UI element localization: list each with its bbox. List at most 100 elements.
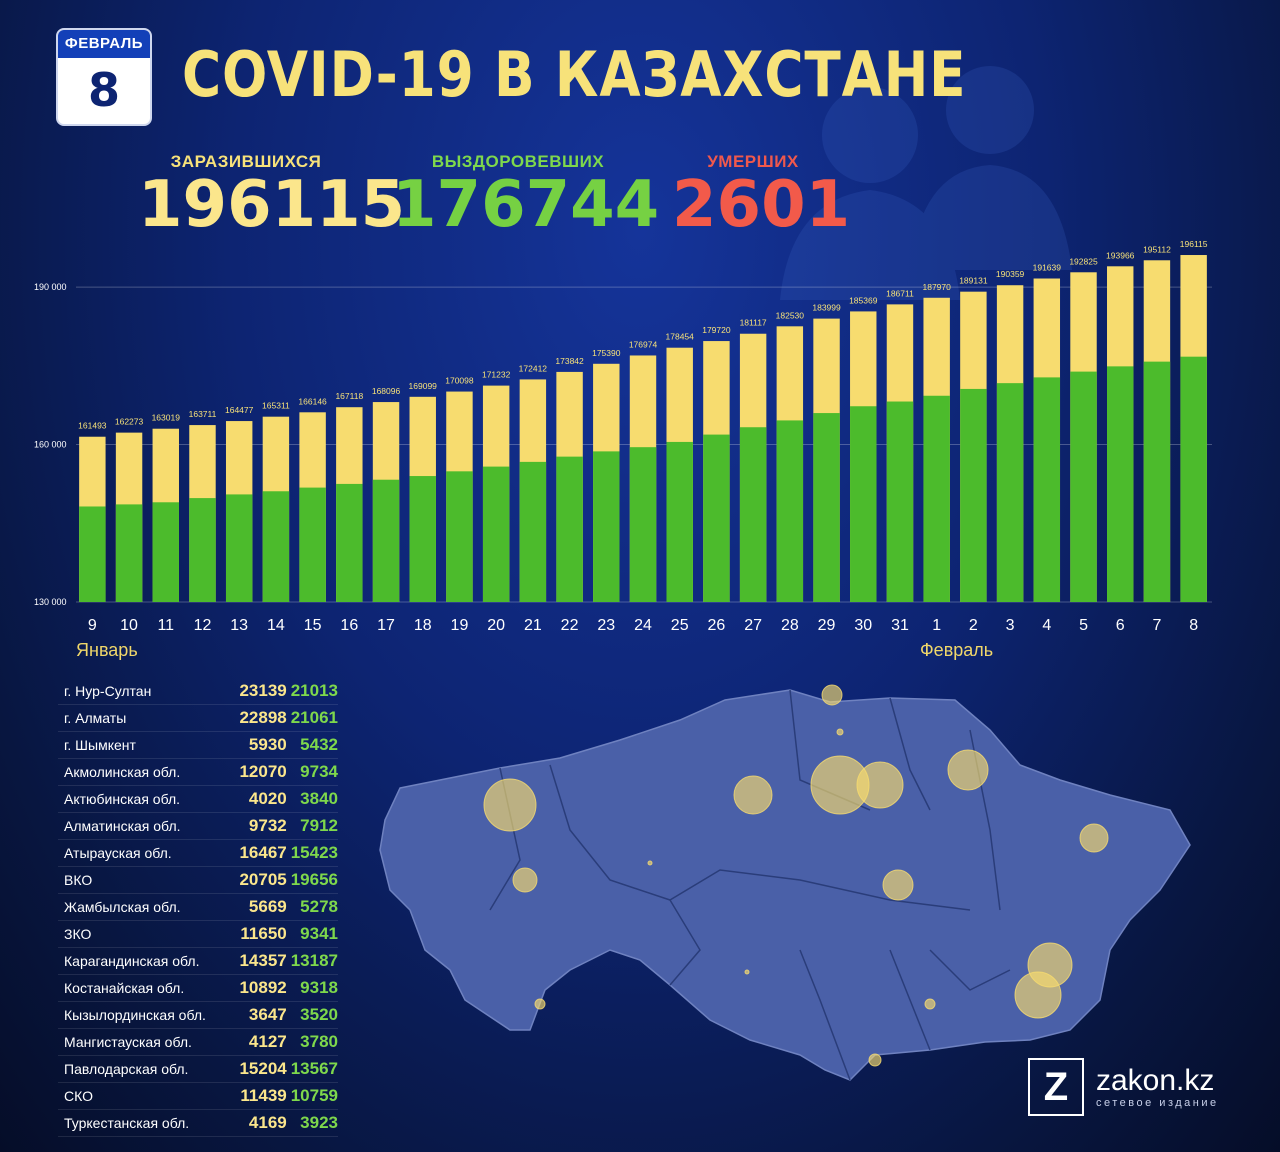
region-name: Актюбинская обл.	[64, 791, 181, 807]
table-row: Мангистауская обл. 4127 3780	[58, 1029, 338, 1056]
region-infected: 11650	[240, 924, 287, 943]
x-tick-label: 24	[634, 617, 652, 634]
bar-recovered	[1143, 361, 1171, 602]
bar-recovered	[189, 498, 216, 602]
region-infected: 5930	[248, 735, 287, 754]
table-row: ВКО 20705 19656	[58, 867, 338, 894]
region-recovered: 9318	[300, 978, 338, 997]
data-label: 195112	[1143, 244, 1171, 254]
bar-recovered	[776, 420, 804, 602]
region-recovered: 10759	[290, 1086, 338, 1105]
x-tick-label: 1	[932, 617, 941, 634]
x-tick-label: 28	[781, 617, 799, 634]
y-tick-label: 130 000	[34, 597, 67, 607]
bar-recovered	[409, 476, 436, 602]
region-table: г. Нур-Султан 23139 21013 г. Алматы 22898 210…	[58, 678, 338, 1137]
bar-recovered	[1033, 377, 1061, 602]
x-tick-label: 8	[1189, 617, 1198, 634]
bubble-turkestan	[868, 1053, 882, 1067]
data-label: 192825	[1069, 256, 1098, 266]
dead-label: УМЕРШИХ	[707, 152, 799, 171]
bubble-vko	[1079, 823, 1109, 853]
x-tick-label: 29	[818, 617, 836, 634]
region-infected: 4127	[248, 1032, 287, 1051]
x-tick-label: 5	[1079, 617, 1088, 634]
region-recovered: 21013	[290, 681, 338, 700]
bubble-atyrau	[647, 860, 653, 866]
person-silhouette-icon	[780, 66, 1072, 300]
table-row: Кызылординская обл. 3647 3520	[58, 1002, 338, 1029]
region-name: ВКО	[64, 872, 93, 888]
table-row: Павлодарская обл. 15204 13567	[58, 1056, 338, 1083]
x-tick-label: 22	[561, 617, 579, 634]
x-tick-label: 18	[414, 617, 432, 634]
region-name: Туркестанская обл.	[64, 1115, 190, 1131]
data-label: 166146	[298, 396, 327, 406]
region-infected: 4020	[248, 789, 287, 808]
region-recovered: 5278	[300, 897, 338, 916]
calendar-month: ФЕВРАЛЬ	[58, 30, 150, 58]
region-name: Кызылординская обл.	[64, 1007, 206, 1023]
table-row: Костанайская обл. 10892 9318	[58, 975, 338, 1002]
data-label: 164477	[225, 405, 254, 415]
bubble-kyzylorda	[744, 969, 750, 975]
table-row: Актюбинская обл. 4020 3840	[58, 786, 338, 813]
month-label-january: Январь	[76, 640, 138, 660]
bubble-small	[836, 728, 844, 736]
brand-logo: Z zakon.kz сетевое издание	[1028, 1058, 1219, 1116]
bar-recovered	[1070, 371, 1097, 602]
data-label: 173842	[555, 356, 584, 366]
bar-recovered	[482, 466, 510, 602]
region-name: г. Алматы	[64, 710, 127, 726]
data-label: 178454	[666, 332, 695, 342]
data-label: 163711	[189, 409, 217, 419]
x-tick-label: 9	[88, 617, 97, 634]
map-case-bubbles	[483, 684, 1109, 1067]
region-name: Акмолинская обл.	[64, 764, 181, 780]
data-label: 172412	[519, 363, 548, 373]
bar-recovered	[225, 494, 253, 602]
bar-recovered	[79, 506, 106, 602]
region-infected: 3647	[248, 1005, 287, 1024]
table-row: Алматинская обл. 9732 7912	[58, 813, 338, 840]
region-name: Алматинская обл.	[64, 818, 181, 834]
kazakhstan-map	[379, 684, 1191, 1081]
region-recovered: 3520	[300, 1005, 338, 1024]
data-label: 169099	[409, 381, 438, 391]
data-label: 165311	[262, 401, 290, 411]
bar-recovered	[886, 401, 914, 602]
region-infected: 9732	[248, 816, 287, 835]
region-infected: 12070	[239, 762, 287, 781]
x-tick-label: 12	[194, 617, 212, 634]
brand-tagline: сетевое издание	[1096, 1097, 1219, 1109]
region-name: ЗКО	[64, 926, 92, 942]
bar-recovered	[115, 504, 143, 602]
region-infected: 20705	[239, 870, 287, 889]
table-row: Карагандинская обл. 14357 13187	[58, 948, 338, 975]
region-infected: 4169	[248, 1113, 287, 1132]
data-label: 181117	[740, 318, 767, 328]
region-recovered: 3840	[300, 789, 338, 808]
x-tick-label: 7	[1152, 617, 1161, 634]
recovered-stat: ВЫЗДОРОВЕВШИХ 176744	[392, 152, 659, 238]
page-title: COVID-19 В КАЗАХСТАНЕ	[182, 38, 967, 111]
region-name: СКО	[64, 1088, 93, 1104]
recovered-label: ВЫЗДОРОВЕВШИХ	[431, 152, 605, 171]
x-tick-label: 27	[744, 617, 762, 634]
bar-recovered	[1107, 366, 1134, 602]
x-tick-label: 11	[157, 617, 174, 634]
bubble-ural	[483, 778, 537, 832]
region-recovered: 21061	[290, 708, 338, 727]
x-tick-label: 20	[487, 617, 505, 634]
x-tick-label: 25	[671, 617, 689, 634]
bar-recovered	[629, 447, 657, 602]
bar-recovered	[703, 434, 730, 602]
bubble-karaganda	[882, 869, 914, 901]
region-name: Костанайская обл.	[64, 980, 185, 996]
region-recovered: 5432	[300, 735, 338, 754]
bar-recovered	[739, 427, 767, 602]
x-tick-label: 21	[524, 617, 542, 634]
data-label: 187970	[922, 282, 951, 292]
region-name: Карагандинская обл.	[64, 953, 200, 969]
data-label: 193966	[1106, 250, 1135, 260]
